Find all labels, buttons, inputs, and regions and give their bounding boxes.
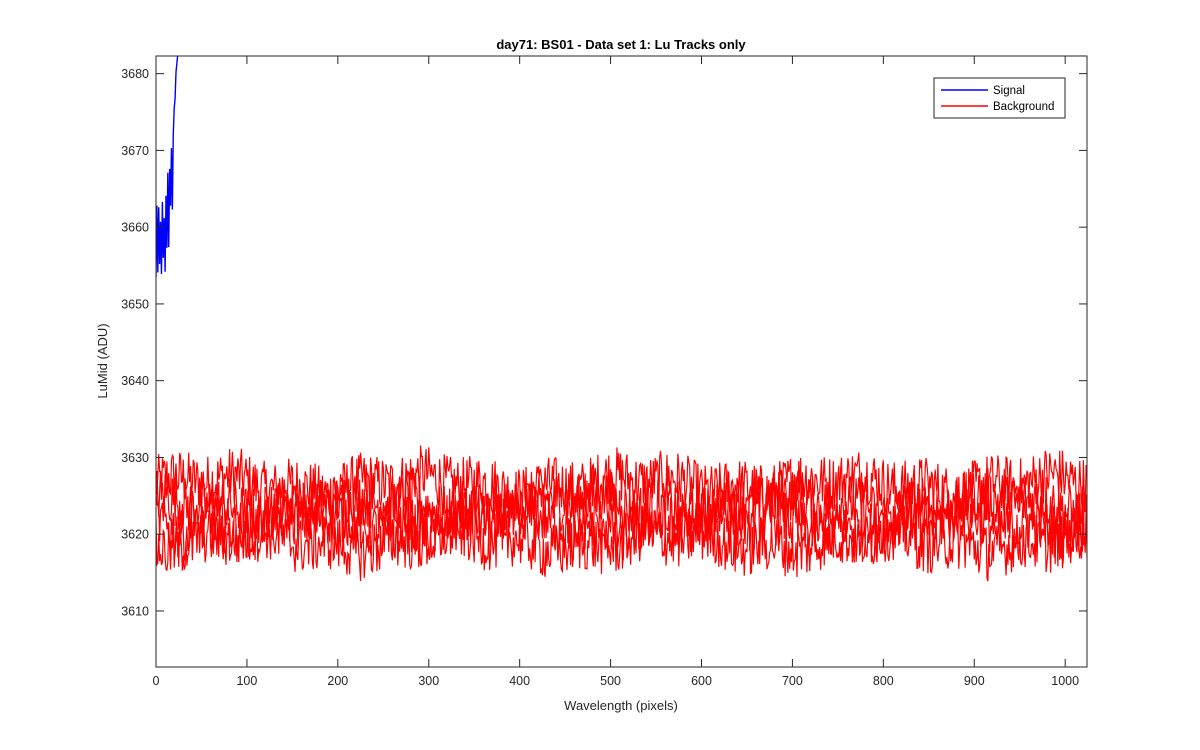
series-layer bbox=[156, 56, 1087, 582]
y-tick-label: 3640 bbox=[121, 374, 149, 388]
x-tick-label: 800 bbox=[873, 674, 894, 688]
x-tick-label: 200 bbox=[327, 674, 348, 688]
signal-series-line bbox=[156, 56, 179, 278]
chart-title: day71: BS01 - Data set 1: Lu Tracks only bbox=[496, 37, 746, 52]
x-tick-label: 100 bbox=[236, 674, 257, 688]
y-axis-label: LuMid (ADU) bbox=[95, 323, 110, 398]
y-tick-label: 3610 bbox=[121, 604, 149, 618]
x-tick-label: 900 bbox=[964, 674, 985, 688]
x-tick-label: 1000 bbox=[1051, 674, 1079, 688]
x-tick-label: 300 bbox=[418, 674, 439, 688]
y-tick-label: 3670 bbox=[121, 144, 149, 158]
axes-background bbox=[156, 56, 1087, 667]
tick-layer: 0 100 200 300 400 500 600 700 800 900 1000 3610 3620… bbox=[121, 56, 1087, 688]
x-tick-label: 500 bbox=[600, 674, 621, 688]
legend: Signal Background bbox=[933, 77, 1066, 119]
x-tick-label: 600 bbox=[691, 674, 712, 688]
axes-box bbox=[155, 55, 1088, 668]
background-series-line bbox=[156, 485, 1087, 562]
x-tick-label: 0 bbox=[153, 674, 160, 688]
y-tick-label: 3630 bbox=[121, 451, 149, 465]
y-tick-label: 3620 bbox=[121, 528, 149, 542]
y-tick-label: 3680 bbox=[121, 67, 149, 81]
background-series-line bbox=[156, 503, 1087, 582]
y-tick-label: 3650 bbox=[121, 297, 149, 311]
x-axis-label: Wavelength (pixels) bbox=[564, 698, 678, 713]
y-tick-label: 3660 bbox=[121, 221, 149, 235]
legend-background-label: Background bbox=[993, 101, 1054, 113]
x-tick-label: 700 bbox=[782, 674, 803, 688]
legend-box bbox=[933, 77, 1066, 119]
background-series-line bbox=[156, 445, 1087, 522]
x-tick-label: 400 bbox=[509, 674, 530, 688]
plot-area: 0 100 200 300 400 500 600 700 800 900 1000 3610 3620… bbox=[121, 55, 1088, 688]
legend-signal-label: Signal bbox=[993, 85, 1025, 97]
